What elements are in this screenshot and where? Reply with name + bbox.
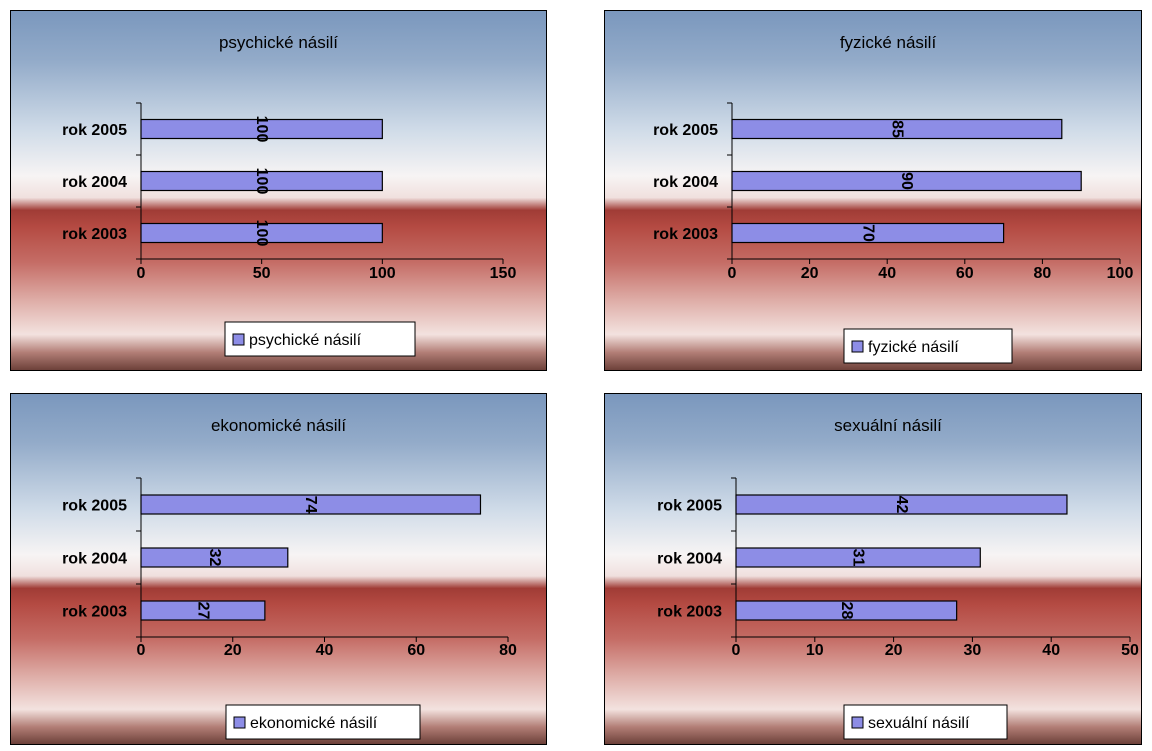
legend-box: [225, 704, 421, 740]
x-tick-label: 40: [1042, 642, 1060, 659]
bar: [735, 547, 981, 568]
chart-svg: sexuální násilí 0 10 20 30 40 50 rok 2005 42 rok …: [604, 393, 1142, 745]
bar: [735, 600, 958, 621]
chart-svg: fyzické násilí 0 20 40 60 80 100 rok 2005 85 rok …: [604, 10, 1142, 371]
category-label: rok 2004: [657, 551, 722, 568]
legend-swatch: [851, 716, 864, 729]
category-label: rok 2003: [62, 604, 127, 621]
legend-label: sexuální násilí: [868, 715, 970, 732]
chart-title: fyzické násilí: [840, 33, 937, 52]
bar: [731, 170, 1082, 192]
x-tick-label: 50: [253, 265, 271, 282]
legend-box: [843, 704, 1008, 740]
x-tick-label: 20: [885, 642, 903, 659]
data-label: 100: [253, 220, 270, 247]
data-label: 70: [859, 224, 876, 242]
x-tick-label: 40: [878, 265, 896, 282]
x-tick-label: 100: [1107, 265, 1134, 282]
x-tick-label: 40: [316, 642, 334, 659]
category-label: rok 2005: [653, 122, 718, 139]
bar: [140, 547, 289, 568]
chart-background: [10, 393, 547, 745]
category-label: rok 2004: [62, 551, 127, 568]
legend-swatch: [233, 716, 246, 729]
category-label: rok 2005: [62, 498, 127, 515]
category-label: rok 2005: [657, 498, 722, 515]
category-label: rok 2004: [653, 174, 718, 191]
x-tick-label: 0: [137, 642, 146, 659]
x-tick-label: 80: [499, 642, 517, 659]
chart-title: ekonomické násilí: [211, 416, 346, 435]
x-tick-label: 0: [728, 265, 737, 282]
x-tick-label: 20: [801, 265, 819, 282]
chart-ekonomicke-nasili: ekonomické násilí 0 20 40 60 80 rok 2005 74 rok …: [10, 393, 547, 745]
x-tick-label: 100: [369, 265, 396, 282]
bar: [735, 494, 1068, 515]
data-label: 31: [850, 549, 867, 567]
chart-title: psychické násilí: [219, 33, 338, 52]
x-tick-label: 20: [224, 642, 242, 659]
legend-box: [224, 321, 416, 357]
chart-sexualni-nasili: sexuální násilí 0 10 20 30 40 50 rok 2005 42 rok …: [604, 393, 1142, 745]
chart-svg: ekonomické násilí 0 20 40 60 80 rok 2005 74 rok …: [10, 393, 547, 745]
data-label: 100: [253, 116, 270, 143]
data-label: 27: [194, 602, 211, 620]
category-label: rok 2004: [62, 174, 127, 191]
legend-label: ekonomické násilí: [250, 715, 378, 732]
category-label: rok 2003: [657, 604, 722, 621]
bar: [140, 118, 383, 140]
x-tick-label: 10: [806, 642, 824, 659]
legend-label: fyzické násilí: [868, 339, 959, 356]
bar: [731, 222, 1005, 244]
chart-background: [604, 393, 1142, 745]
legend-swatch: [232, 333, 245, 346]
chart-fyzicke-nasili: fyzické násilí 0 20 40 60 80 100 rok 2005 85 rok …: [604, 10, 1142, 371]
x-tick-label: 150: [490, 265, 517, 282]
bar: [140, 170, 383, 192]
chart-title: sexuální násilí: [834, 416, 942, 435]
data-label: 90: [898, 172, 915, 190]
legend-label: psychické násilí: [249, 332, 362, 349]
legend-box: [843, 328, 1013, 364]
data-label: 85: [888, 120, 905, 138]
data-label: 32: [206, 549, 223, 567]
data-label: 100: [253, 168, 270, 195]
x-tick-label: 60: [407, 642, 425, 659]
bar: [731, 118, 1063, 140]
x-tick-label: 80: [1034, 265, 1052, 282]
x-tick-label: 0: [137, 265, 146, 282]
category-label: rok 2003: [62, 226, 127, 243]
chart-psychicke-nasili: psychické násilí 0 50 100 150 rok 2005 100 rok …: [10, 10, 547, 371]
bar: [140, 222, 383, 244]
category-label: rok 2003: [653, 226, 718, 243]
data-label: 42: [893, 496, 910, 514]
bar: [140, 600, 266, 621]
category-label: rok 2005: [62, 122, 127, 139]
data-label: 28: [838, 602, 855, 620]
x-tick-label: 0: [732, 642, 741, 659]
bar: [140, 494, 482, 515]
data-label: 74: [302, 496, 319, 514]
x-tick-label: 30: [964, 642, 982, 659]
x-tick-label: 50: [1121, 642, 1139, 659]
chart-svg: psychické násilí 0 50 100 150 rok 2005 100 rok …: [10, 10, 547, 371]
x-tick-label: 60: [956, 265, 974, 282]
legend-swatch: [851, 340, 864, 353]
